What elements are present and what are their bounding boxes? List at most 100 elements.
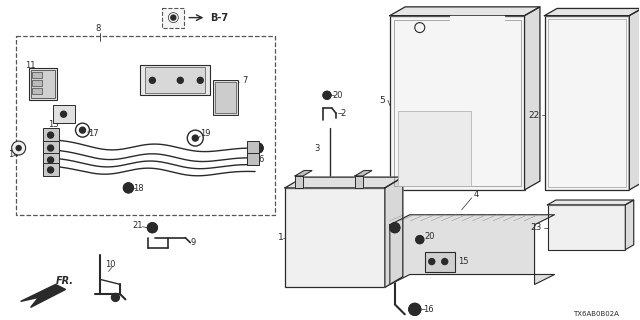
- Bar: [398, 111, 470, 186]
- Text: 15: 15: [458, 257, 468, 266]
- Text: 3: 3: [315, 144, 320, 153]
- Circle shape: [124, 183, 133, 193]
- Polygon shape: [545, 8, 640, 16]
- Circle shape: [111, 293, 120, 301]
- Polygon shape: [547, 200, 634, 205]
- Text: 8: 8: [95, 24, 101, 33]
- Bar: [140, 65, 210, 95]
- Bar: [247, 141, 259, 153]
- Circle shape: [416, 236, 424, 244]
- Bar: [545, 16, 629, 190]
- Bar: [31, 80, 42, 86]
- Text: 20: 20: [425, 232, 435, 241]
- Circle shape: [192, 135, 198, 141]
- Bar: [547, 19, 627, 187]
- Text: 17: 17: [88, 129, 99, 138]
- Text: 12: 12: [384, 231, 394, 240]
- Circle shape: [390, 223, 400, 233]
- Polygon shape: [355, 176, 363, 188]
- Polygon shape: [295, 171, 312, 176]
- Polygon shape: [355, 171, 372, 176]
- Circle shape: [147, 223, 157, 233]
- Text: 2: 2: [340, 109, 345, 118]
- Text: 9: 9: [190, 238, 196, 247]
- Circle shape: [197, 77, 204, 83]
- Circle shape: [429, 259, 435, 265]
- Circle shape: [323, 91, 331, 99]
- Text: FR.: FR.: [56, 276, 74, 286]
- Bar: [43, 128, 59, 141]
- Circle shape: [393, 226, 397, 230]
- Circle shape: [47, 132, 54, 138]
- Circle shape: [79, 127, 86, 133]
- Polygon shape: [625, 200, 634, 250]
- Polygon shape: [385, 177, 403, 287]
- Text: 23: 23: [530, 223, 541, 232]
- Circle shape: [16, 146, 21, 150]
- Circle shape: [171, 15, 176, 20]
- Bar: [163, 8, 184, 28]
- Circle shape: [127, 186, 131, 190]
- Circle shape: [412, 307, 417, 312]
- Circle shape: [47, 145, 54, 151]
- Circle shape: [253, 143, 263, 153]
- Bar: [43, 153, 59, 166]
- Text: 21: 21: [132, 221, 143, 230]
- Circle shape: [442, 259, 448, 265]
- Text: 14: 14: [8, 149, 18, 158]
- Circle shape: [256, 146, 260, 150]
- Polygon shape: [20, 284, 65, 307]
- Circle shape: [409, 303, 420, 315]
- Bar: [31, 70, 54, 98]
- Circle shape: [149, 77, 156, 83]
- Text: 16: 16: [423, 305, 433, 314]
- Bar: [31, 72, 42, 78]
- Circle shape: [12, 141, 26, 155]
- Text: 10: 10: [106, 260, 116, 269]
- Bar: [29, 68, 56, 100]
- Circle shape: [253, 143, 263, 153]
- Text: 6: 6: [258, 155, 264, 164]
- Bar: [390, 16, 525, 190]
- Circle shape: [419, 238, 421, 241]
- Circle shape: [323, 91, 331, 99]
- Circle shape: [416, 236, 424, 244]
- Circle shape: [390, 223, 400, 233]
- Bar: [43, 163, 59, 176]
- Circle shape: [409, 303, 420, 315]
- Bar: [213, 80, 238, 115]
- Bar: [425, 252, 454, 271]
- Polygon shape: [295, 176, 303, 188]
- Text: 3: 3: [315, 185, 320, 194]
- Circle shape: [61, 111, 67, 117]
- Text: 19: 19: [200, 129, 211, 138]
- Polygon shape: [525, 7, 540, 190]
- Bar: [547, 205, 625, 250]
- Circle shape: [150, 226, 154, 230]
- Bar: [145, 68, 205, 93]
- Circle shape: [124, 183, 133, 193]
- Bar: [43, 141, 59, 154]
- Text: 4: 4: [474, 190, 479, 199]
- Bar: [394, 20, 520, 186]
- Text: 5: 5: [379, 96, 385, 105]
- Polygon shape: [285, 177, 403, 188]
- Text: 18: 18: [133, 184, 144, 193]
- Bar: [15, 36, 275, 215]
- Text: 1: 1: [278, 233, 284, 242]
- Polygon shape: [390, 7, 540, 16]
- Bar: [285, 188, 385, 287]
- Text: 7: 7: [242, 76, 248, 85]
- Text: B-7: B-7: [210, 12, 228, 23]
- Bar: [215, 82, 236, 113]
- Circle shape: [47, 157, 54, 163]
- Text: 22: 22: [528, 111, 540, 120]
- Bar: [247, 153, 259, 165]
- Circle shape: [326, 94, 328, 97]
- Circle shape: [47, 167, 54, 173]
- Circle shape: [177, 77, 183, 83]
- Text: 11: 11: [25, 61, 35, 70]
- Bar: [52, 105, 74, 123]
- Bar: [451, 16, 504, 111]
- Text: 20: 20: [332, 91, 342, 100]
